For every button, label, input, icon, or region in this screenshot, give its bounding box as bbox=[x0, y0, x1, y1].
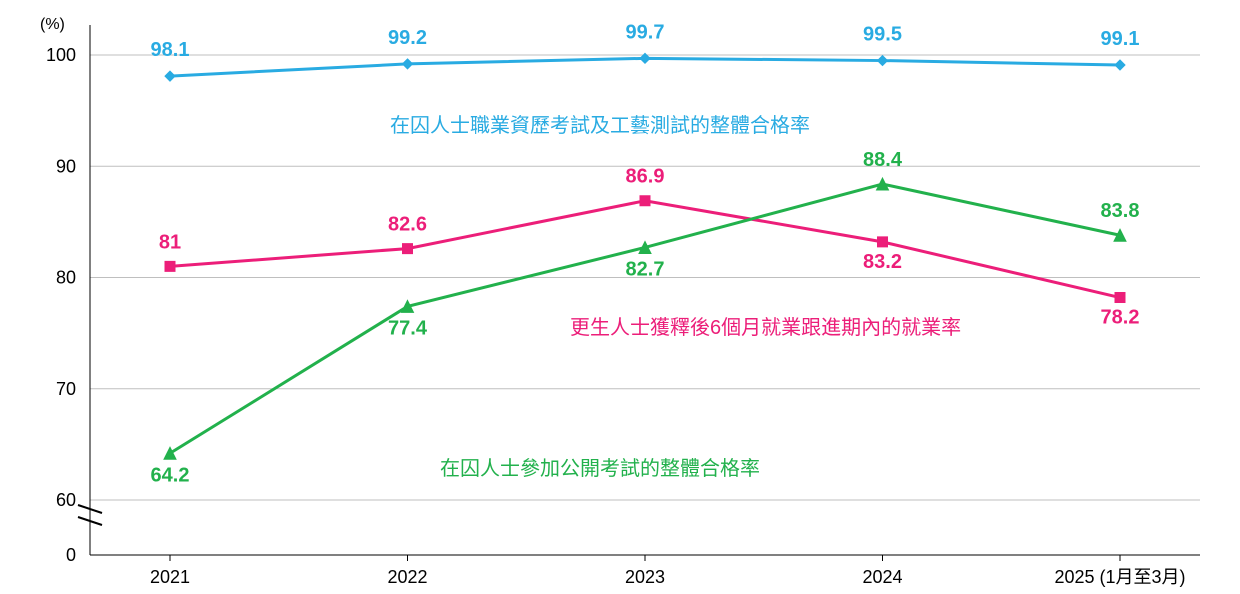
data-label-blue: 99.5 bbox=[863, 24, 902, 46]
data-label-blue: 99.1 bbox=[1101, 28, 1140, 50]
y-tick-label: 100 bbox=[46, 45, 76, 65]
x-tick-label: 2024 bbox=[862, 567, 902, 587]
y-tick-label: 80 bbox=[56, 268, 76, 288]
marker-blue bbox=[1115, 60, 1125, 70]
y-tick-label: 90 bbox=[56, 156, 76, 176]
x-tick-label: 2022 bbox=[387, 567, 427, 587]
data-label-pink: 78.2 bbox=[1101, 307, 1140, 329]
data-label-pink: 81 bbox=[159, 231, 181, 253]
marker-pink bbox=[878, 237, 888, 247]
x-tick-label: 2025 (1月至3月) bbox=[1054, 567, 1185, 587]
marker-blue bbox=[165, 71, 175, 81]
marker-pink bbox=[165, 261, 175, 271]
data-label-blue: 99.2 bbox=[388, 27, 427, 49]
y-tick-label: 70 bbox=[56, 379, 76, 399]
data-label-green: 82.7 bbox=[626, 258, 665, 280]
data-label-blue: 99.7 bbox=[626, 21, 665, 43]
data-label-pink: 82.6 bbox=[388, 214, 427, 236]
data-label-pink: 86.9 bbox=[626, 166, 665, 188]
data-label-green: 77.4 bbox=[388, 317, 428, 339]
data-label-green: 64.2 bbox=[151, 464, 190, 486]
chart-svg: 0 60 70 80 90 100 (%) 2021 2022 2023 2024 2025 (1月至… bbox=[0, 0, 1240, 594]
marker-pink bbox=[640, 196, 650, 206]
x-tick-label: 2021 bbox=[150, 567, 190, 587]
line-chart: 0 60 70 80 90 100 (%) 2021 2022 2023 2024 2025 (1月至… bbox=[0, 0, 1240, 594]
data-label-green: 83.8 bbox=[1101, 200, 1140, 222]
marker-blue bbox=[878, 56, 888, 66]
x-tick-label: 2023 bbox=[625, 567, 665, 587]
series-label-pink: 更生人士獲釋後6個月就業跟進期內的就業率 bbox=[570, 316, 961, 339]
y-tick-label: 0 bbox=[66, 545, 76, 565]
data-label-green: 88.4 bbox=[863, 149, 903, 171]
marker-blue bbox=[403, 59, 413, 69]
data-label-blue: 98.1 bbox=[151, 39, 190, 61]
marker-pink bbox=[1115, 293, 1125, 303]
y-tick-label: 60 bbox=[56, 490, 76, 510]
series-label-green: 在囚人士參加公開考試的整體合格率 bbox=[440, 457, 760, 480]
y-axis-title: (%) bbox=[40, 16, 65, 33]
marker-pink bbox=[403, 244, 413, 254]
data-label-pink: 83.2 bbox=[863, 251, 902, 273]
series-label-blue: 在囚人士職業資歷考試及工藝測試的整體合格率 bbox=[390, 114, 810, 137]
